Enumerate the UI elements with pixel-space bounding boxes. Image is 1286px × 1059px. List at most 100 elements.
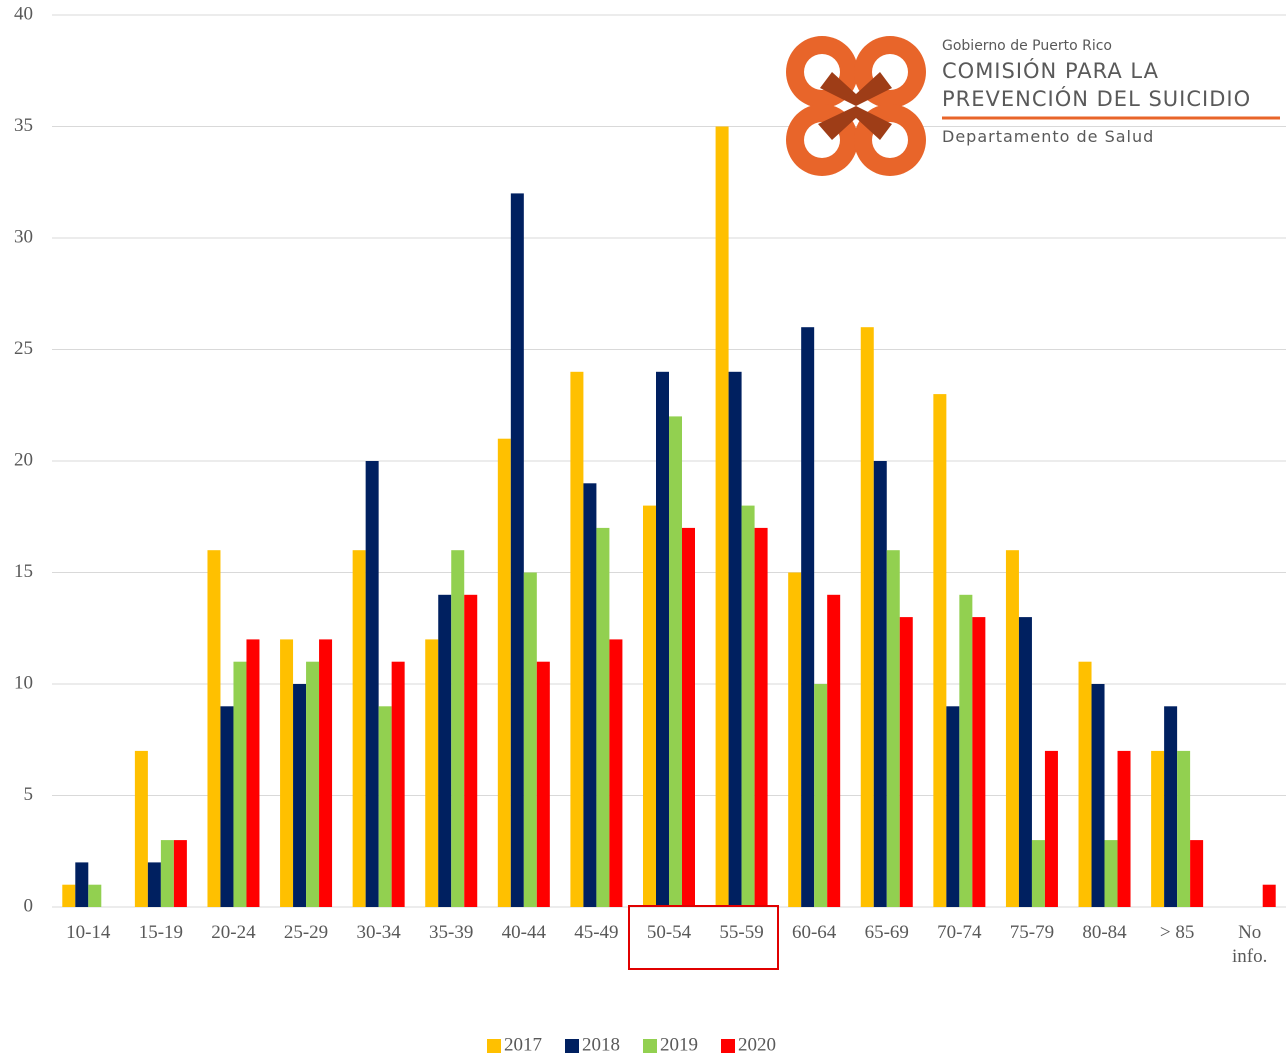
y-tick-label: 15 (14, 561, 33, 582)
x-tick-label: 40-44 (501, 922, 546, 943)
bar (788, 572, 802, 907)
bar (1005, 550, 1019, 907)
bar (523, 572, 537, 907)
x-tick-label: 55-59 (719, 922, 764, 943)
bar (860, 327, 874, 907)
bar (1044, 750, 1058, 907)
bar (160, 840, 174, 907)
bar (715, 126, 729, 907)
x-tick-label-box: 50-54 (646, 922, 692, 943)
x-tick-label-box: 65-69 (864, 922, 909, 943)
y-tick-label: 10 (14, 672, 33, 693)
bar (801, 327, 815, 907)
bar (827, 594, 841, 907)
legend-swatch (565, 1039, 579, 1053)
bar (378, 706, 392, 907)
bar (173, 840, 187, 907)
x-tick-label-box: 35-39 (429, 922, 474, 943)
logo-text: Gobierno de Puerto Rico (942, 38, 1112, 54)
y-tick-label: 35 (14, 115, 33, 136)
x-tick-label: 15-19 (138, 922, 184, 943)
x-tick-label: 60-64 (791, 922, 837, 943)
bar (536, 661, 550, 907)
legend-swatch (643, 1039, 657, 1053)
bar (319, 639, 333, 907)
bar (365, 461, 379, 907)
bar (959, 594, 973, 907)
x-tick-label-box: 10-14 (66, 922, 111, 943)
bar (1177, 750, 1191, 907)
x-tick-label-box: 55-59 (719, 922, 764, 943)
x-tick-label-box: > 85 (1159, 922, 1195, 943)
x-tick-label-box: 45-49 (574, 922, 619, 943)
bar (233, 661, 247, 907)
bar (464, 594, 478, 907)
bar (147, 862, 161, 907)
x-tick-label-box: 60-64 (791, 922, 837, 943)
y-tick-label: 20 (14, 449, 33, 470)
x-tick-label-box: No info. (1232, 922, 1268, 967)
bar (497, 438, 511, 907)
bar (246, 639, 260, 907)
x-tick-label: No info. (1232, 922, 1268, 967)
bar (1104, 840, 1118, 907)
legend-label: 2018 (582, 1034, 620, 1055)
x-tick-label: 65-69 (864, 922, 909, 943)
bar (899, 617, 913, 907)
bar (62, 884, 76, 907)
y-tick-label: 25 (14, 338, 33, 359)
bar (220, 706, 234, 907)
x-tick-label-box: 70-74 (937, 922, 982, 943)
logo-text: Departamento de Salud (942, 127, 1154, 146)
bar (873, 461, 887, 907)
bar (88, 884, 102, 907)
bar (306, 661, 320, 907)
bar (1164, 706, 1178, 907)
y-tick-label: 5 (24, 784, 34, 805)
x-tick-label-box: 15-19 (138, 922, 184, 943)
x-tick-label: 75-79 (1009, 922, 1055, 943)
logo-text: COMISIÓN PARA LA (942, 58, 1159, 83)
bar (1262, 884, 1276, 907)
legend-swatch (721, 1039, 735, 1053)
bar (510, 193, 524, 907)
x-tick-label-box: 25-29 (283, 922, 329, 943)
bar (669, 416, 682, 907)
bar (933, 394, 947, 908)
highlight-box (628, 905, 779, 970)
x-tick-label: 30-34 (356, 922, 401, 943)
bar (75, 862, 89, 907)
bar (1078, 661, 1092, 907)
x-tick-label-box: 80-84 (1082, 922, 1126, 943)
bar (583, 483, 597, 907)
logo-knot (818, 72, 892, 140)
bar (570, 371, 584, 907)
bar (1117, 750, 1131, 907)
bar (1151, 750, 1165, 907)
bar (656, 371, 669, 907)
x-tick-label-box: 40-44 (501, 922, 546, 943)
x-tick-label: > 85 (1159, 922, 1195, 943)
x-tick-label-box: 20-24 (211, 922, 256, 943)
bar (741, 505, 755, 907)
y-tick-label: 0 (24, 895, 34, 916)
legend-swatch (487, 1039, 501, 1053)
x-tick-label: 35-39 (429, 922, 474, 943)
bar (972, 617, 986, 907)
bar (814, 684, 828, 907)
x-tick-label: 50-54 (646, 922, 692, 943)
x-tick-label: 20-24 (211, 922, 256, 943)
bar (596, 527, 610, 907)
bar (886, 550, 900, 907)
bar (946, 706, 960, 907)
x-tick-label: 10-14 (66, 922, 111, 943)
plot-area: 0 5 10 15 20 25 30 35 40 10-14 15-19 20-24 25-29 30-3… (14, 3, 1286, 1055)
bar (391, 661, 405, 907)
x-tick-label: 45-49 (574, 922, 619, 943)
x-tick-label: 25-29 (283, 922, 329, 943)
bar (293, 684, 307, 907)
bar (754, 527, 768, 907)
x-tick-label: 70-74 (937, 922, 982, 943)
logo-text: PREVENCIÓN DEL SUICIDIO (942, 86, 1251, 111)
y-tick-label: 30 (14, 226, 33, 247)
